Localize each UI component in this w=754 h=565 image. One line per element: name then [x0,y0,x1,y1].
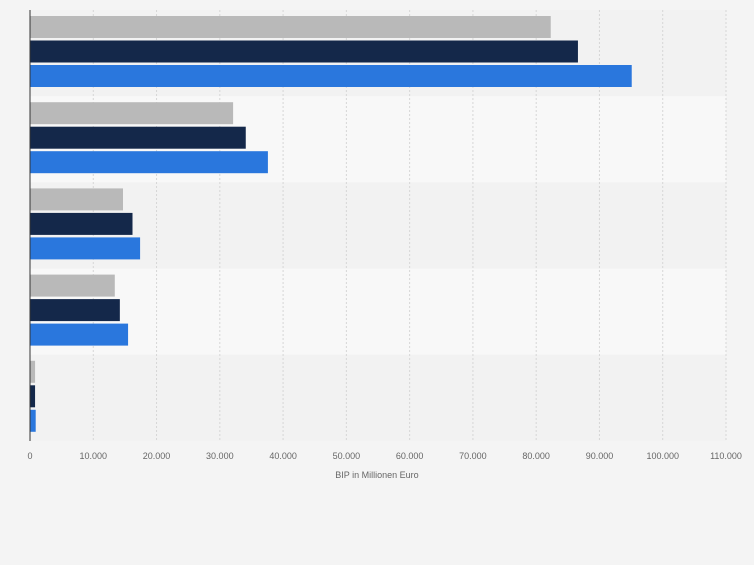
x-tick-labels: 0 10.000 20.000 30.000 40.000 50.000 60.000 70.… [27,451,741,461]
bar[interactable] [30,40,578,63]
category-band [30,354,726,441]
x-tick-label: 0 [27,451,32,461]
x-tick-label: 110.000 [710,451,742,461]
x-tick-label: 70.000 [459,451,487,461]
category-bands [30,10,726,441]
x-tick-label: 100.000 [646,451,679,461]
bar[interactable] [30,65,632,87]
bars [30,16,632,432]
bar[interactable] [30,360,36,383]
bar[interactable] [30,188,124,211]
x-axis-label: BIP in Millionen Euro [335,470,418,480]
x-tick-label: 90.000 [586,451,614,461]
x-tick-label: 60.000 [396,451,424,461]
bar[interactable] [30,151,268,174]
bar[interactable] [30,409,36,432]
bar[interactable] [30,212,133,235]
bar[interactable] [30,126,246,149]
x-tick-label: 40.000 [269,451,297,461]
category-band [30,268,726,355]
category-band [30,182,726,269]
bar[interactable] [30,299,120,322]
bar[interactable] [30,237,141,260]
x-tick-label: 80.000 [522,451,550,461]
x-tick-label: 10.000 [80,451,108,461]
bar[interactable] [30,385,36,408]
bar[interactable] [30,16,551,38]
bar[interactable] [30,323,129,346]
bar[interactable] [30,102,234,125]
x-tick-label: 20.000 [143,451,171,461]
bar[interactable] [30,274,115,297]
x-tick-label: 50.000 [333,451,361,461]
x-tick-label: 30.000 [206,451,234,461]
